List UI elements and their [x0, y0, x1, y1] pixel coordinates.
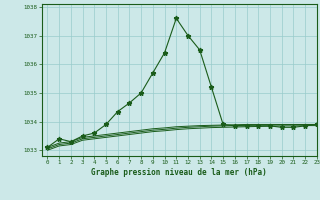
- X-axis label: Graphe pression niveau de la mer (hPa): Graphe pression niveau de la mer (hPa): [91, 168, 267, 177]
